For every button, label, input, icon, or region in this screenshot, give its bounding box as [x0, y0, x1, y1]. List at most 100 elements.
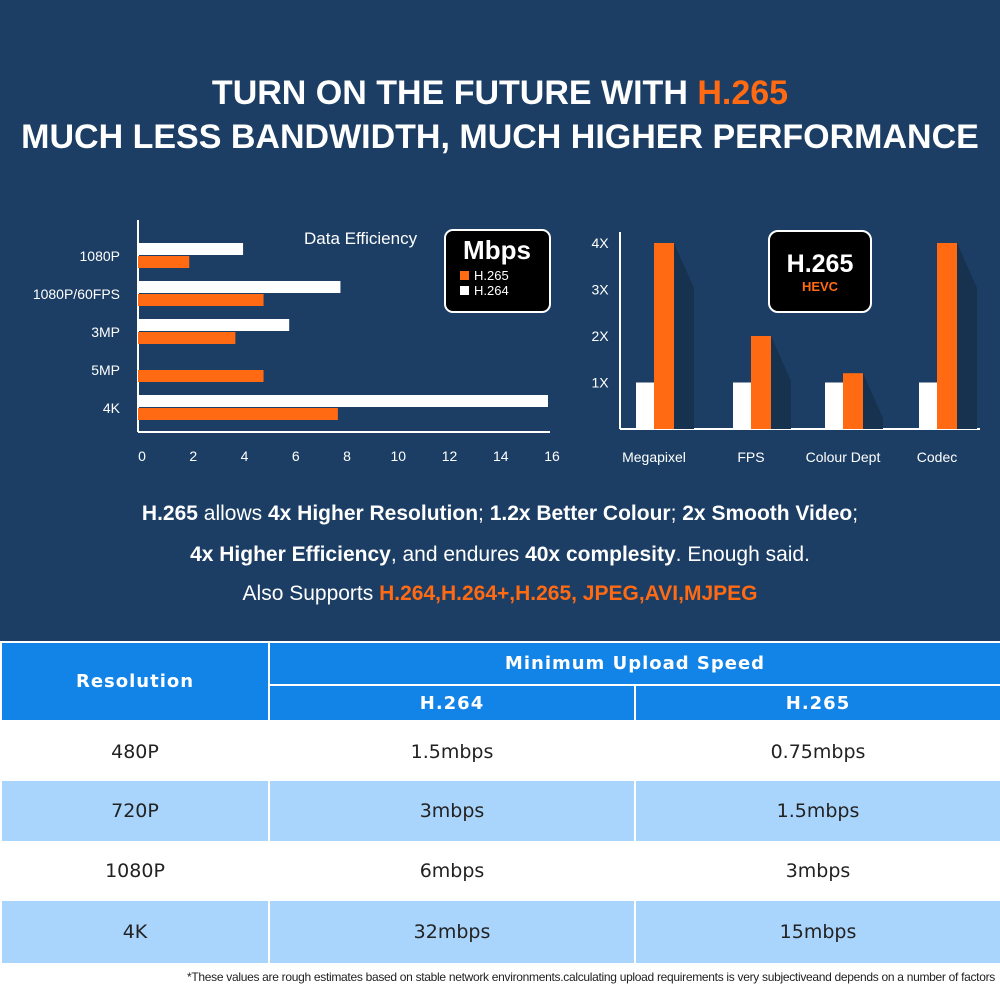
table-row: 4K 32mbps 15mbps — [0, 901, 1000, 963]
bar-h264 — [138, 395, 548, 407]
bar-h264 — [825, 382, 845, 429]
bar-h264 — [138, 319, 290, 331]
table-subheader-row: H.264 H.265 — [1, 684, 1000, 722]
x-tick-label: 10 — [390, 448, 406, 464]
summary-highlight: H.265 — [141, 502, 198, 525]
legend-swatch-h265 — [460, 271, 469, 280]
footnote: *These values are rough estimates based … — [187, 970, 995, 984]
x-tick-label: 6 — [292, 448, 300, 464]
supported-formats: H.264,H.264+,H.265, JPEG,AVI,MJPEG — [379, 582, 758, 605]
h265-speed-cell: 3mbps — [634, 841, 1000, 901]
category-label: FPS — [737, 449, 764, 465]
bar-h265 — [138, 332, 236, 344]
bar-h265 — [138, 370, 264, 382]
bar-shadow — [957, 243, 977, 429]
category-label: Megapixel — [622, 449, 686, 465]
x-tick-label: 16 — [544, 448, 560, 464]
table-header-row: Resolution Minimum Upload Speed — [0, 641, 1000, 722]
summary-text: ; — [478, 502, 490, 525]
category-label: Codec — [917, 449, 957, 465]
bar-h265 — [654, 243, 674, 429]
summary-text: allows — [197, 502, 268, 525]
summary-text: ; — [670, 502, 683, 525]
category-label: 1080P — [80, 248, 120, 264]
summary-highlight: 2x Smooth Video — [682, 502, 853, 525]
h265-speed-cell: 0.75mbps — [634, 721, 1000, 781]
bar-shadow — [863, 373, 883, 429]
y-tick-label: 1X — [591, 375, 609, 391]
h264-header: H.264 — [268, 684, 636, 722]
h264-speed-cell: 3mbps — [268, 781, 636, 841]
resolution-cell: 720P — [0, 781, 270, 841]
table-row: 720P 3mbps 1.5mbps — [0, 781, 1000, 841]
bar-h265 — [937, 243, 957, 429]
hevc-comparison-chart: 1X 2X 3X 4X Megapixel FPS Colour Dept Codec H.… — [591, 230, 980, 465]
data-efficiency-chart: 1080P 1080P/60FPS 3MP 5MP 4K 0 2 4 6 8 10 12 14 16 D… — [33, 220, 560, 464]
x-tick-label: 4 — [241, 448, 249, 464]
h265-speed-cell: 1.5mbps — [634, 781, 1000, 841]
category-label: 5MP — [91, 362, 120, 378]
summary-text: ; — [852, 502, 859, 525]
category-label: 3MP — [91, 324, 120, 340]
headline-line-1: TURN ON THE FUTURE WITH H.265 — [0, 74, 1000, 113]
summary-text: , and endures — [390, 543, 526, 566]
h264-speed-cell: 6mbps — [268, 841, 636, 901]
bar-h265 — [138, 294, 264, 306]
h264-speed-cell: 32mbps — [268, 901, 636, 963]
summary-highlight: 40x complesity — [525, 543, 676, 566]
chart-title: Data Efficiency — [304, 229, 418, 248]
bar-h264 — [138, 243, 244, 255]
legend-box — [444, 229, 551, 313]
x-tick-label: 0 — [138, 448, 146, 464]
h265-header: H.265 — [634, 684, 1000, 722]
resolution-header: Resolution — [0, 641, 270, 722]
unit-label: Mbps — [463, 235, 531, 265]
headline-highlight: H.265 — [697, 74, 789, 112]
bar-shadow — [771, 336, 791, 429]
category-label: Colour Dept — [806, 449, 881, 465]
legend-label-h264: H.264 — [474, 283, 509, 298]
summary-line-3: Also Supports H.264,H.264+,H.265, JPEG,A… — [0, 582, 1000, 606]
bar-h265 — [138, 408, 338, 420]
category-label: 4K — [103, 400, 121, 416]
x-tick-label: 8 — [343, 448, 351, 464]
bar-shadow — [674, 243, 694, 429]
bar-h265 — [138, 256, 190, 268]
hevc-badge-subtitle: HEVC — [802, 279, 839, 294]
summary-line-2: 4x Higher Efficiency, and endures 40x co… — [0, 543, 1000, 567]
summary-highlight: 1.2x Better Colour — [489, 502, 671, 525]
h264-speed-cell: 1.5mbps — [268, 721, 636, 781]
bar-h264 — [733, 382, 753, 429]
table-row: 480P 1.5mbps 0.75mbps — [0, 721, 1000, 781]
bar-h265 — [751, 336, 771, 429]
supports-prefix: Also Supports — [242, 582, 380, 605]
summary-line-1: H.265 allows 4x Higher Resolution; 1.2x … — [0, 502, 1000, 526]
legend-swatch-h264 — [460, 286, 469, 295]
x-tick-label: 12 — [442, 448, 458, 464]
x-tick-label: 2 — [189, 448, 197, 464]
y-tick-label: 2X — [591, 328, 609, 344]
x-tick-label: 14 — [493, 448, 509, 464]
y-tick-label: 4X — [591, 235, 609, 251]
legend-label-h265: H.265 — [474, 268, 509, 283]
summary-highlight: 4x Higher Efficiency — [190, 543, 391, 566]
y-tick-label: 3X — [591, 282, 609, 298]
hevc-badge-title: H.265 — [787, 250, 854, 278]
table-row: 1080P 6mbps 3mbps — [0, 841, 1000, 901]
headline-prefix: TURN ON THE FUTURE WITH — [211, 74, 698, 112]
summary-highlight: 4x Higher Resolution — [267, 502, 479, 525]
resolution-cell: 4K — [0, 901, 270, 963]
hevc-badge — [768, 230, 872, 313]
h265-speed-cell: 15mbps — [634, 901, 1000, 963]
upload-speed-table: Resolution Minimum Upload Speed H.264 H.… — [0, 641, 1000, 963]
bar-h264 — [138, 281, 341, 293]
headline-line-2: MUCH LESS BANDWIDTH, MUCH HIGHER PERFORM… — [21, 118, 979, 156]
bar-h264 — [919, 382, 939, 429]
resolution-cell: 480P — [0, 721, 270, 781]
bar-h265 — [843, 373, 863, 429]
summary-text: . Enough said. — [675, 543, 810, 566]
resolution-cell: 1080P — [0, 841, 270, 901]
category-label: 1080P/60FPS — [33, 286, 120, 302]
bar-h264 — [636, 382, 656, 429]
